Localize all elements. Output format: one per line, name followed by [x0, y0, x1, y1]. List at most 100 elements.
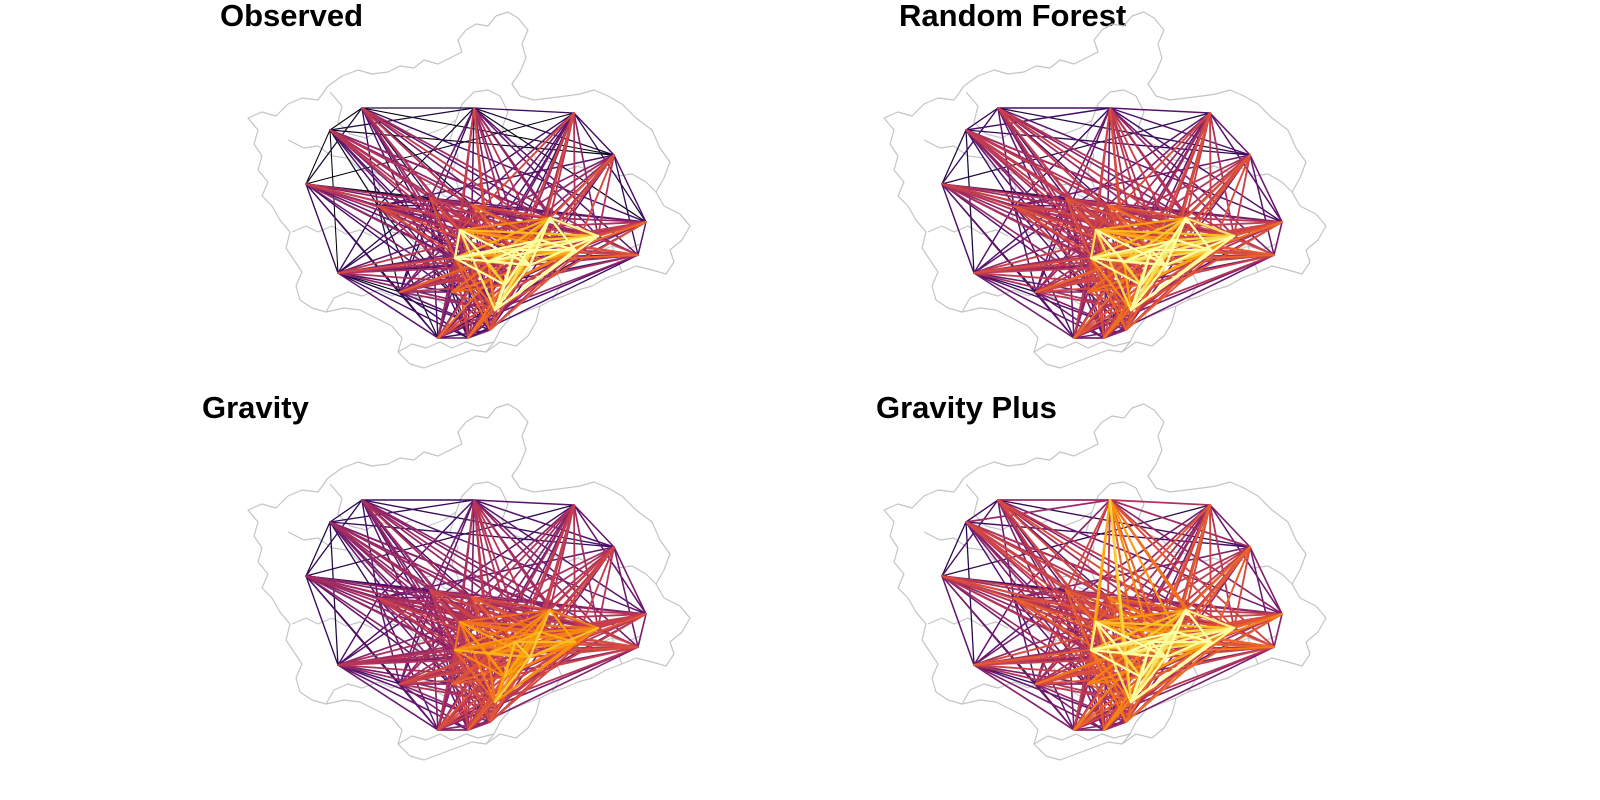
flow-line	[377, 107, 475, 207]
flow-line	[305, 575, 339, 666]
flow-line	[305, 107, 363, 185]
flow-line	[1094, 608, 1188, 624]
flow-line	[473, 499, 575, 506]
flow-line	[453, 256, 507, 287]
flow-line	[1013, 597, 1132, 703]
flow-line	[1090, 112, 1211, 259]
flow-line	[466, 283, 507, 340]
flow-line	[451, 257, 456, 293]
flow-line	[1122, 260, 1143, 287]
flow-line	[1139, 640, 1213, 679]
flow-line	[1129, 675, 1143, 704]
flow-line	[613, 546, 639, 648]
flow-line	[399, 649, 456, 685]
flow-line	[453, 234, 600, 260]
flow-line	[1129, 640, 1213, 704]
flow-line	[1089, 256, 1143, 287]
flow-line	[503, 608, 552, 679]
flow-line	[538, 626, 600, 634]
flow-line	[329, 521, 339, 666]
flow-line	[941, 499, 999, 577]
flow-line	[459, 112, 575, 231]
flow-line	[453, 648, 532, 659]
flow-line	[473, 107, 575, 114]
flow-line	[941, 521, 967, 577]
flow-line	[1130, 221, 1283, 311]
flow-line	[941, 183, 1187, 219]
flow-line	[973, 664, 1075, 731]
flow-line	[1095, 112, 1211, 231]
flow-line	[965, 129, 975, 274]
flow-line	[1073, 721, 1127, 731]
flow-line	[467, 721, 491, 731]
flow-line	[574, 546, 615, 643]
flow-line	[1184, 545, 1252, 612]
flow-line	[1184, 608, 1213, 644]
flow-line	[377, 597, 496, 703]
flow-line	[1107, 499, 1111, 598]
flow-line	[1094, 216, 1188, 232]
flow-line	[973, 504, 1211, 666]
flow-line	[1103, 329, 1127, 339]
flow-line	[329, 107, 475, 131]
flow-line	[453, 620, 462, 652]
flow-lines	[305, 107, 648, 340]
flow-line	[437, 721, 491, 731]
flow-line	[429, 589, 456, 651]
flow-line	[453, 228, 462, 260]
flow-line	[1184, 608, 1236, 630]
flow-line	[1209, 112, 1251, 156]
panel-gravity-plus: Gravity Plus	[876, 390, 1327, 761]
flow-line	[965, 521, 1092, 651]
flow-line	[1090, 504, 1211, 651]
flow-line	[1065, 197, 1092, 259]
flow-line	[548, 216, 577, 252]
flow-line	[361, 499, 647, 615]
flow-line	[1122, 608, 1188, 656]
flow-line	[1090, 107, 1111, 259]
flow-line	[973, 272, 1089, 293]
flow-line	[454, 107, 475, 259]
flow-line	[493, 263, 532, 312]
flow-line	[471, 596, 516, 643]
flow-line	[329, 499, 363, 523]
flow-line	[1087, 649, 1092, 685]
flow-line	[458, 620, 532, 659]
flow-line	[1273, 221, 1283, 256]
panel-gravity: Gravity	[202, 390, 691, 761]
flow-line	[503, 248, 517, 287]
flow-line	[458, 608, 552, 624]
flow-line	[965, 107, 999, 131]
flow-line	[305, 504, 575, 577]
flow-line	[941, 504, 1211, 577]
flow-line	[503, 655, 532, 679]
flow-line	[1184, 216, 1213, 252]
flow-line	[997, 107, 1187, 219]
flow-line	[451, 683, 496, 703]
flow-line	[467, 641, 516, 731]
flow-line	[329, 129, 339, 274]
flow-line	[1103, 641, 1152, 731]
flow-line	[377, 205, 506, 286]
flow-line	[1065, 197, 1152, 251]
flow-line	[573, 112, 647, 223]
flow-line	[503, 248, 577, 287]
flow-line	[399, 683, 439, 731]
flow-line	[305, 499, 363, 577]
flow-line	[1013, 205, 1132, 311]
flow-line	[941, 575, 1177, 633]
flow-line	[329, 521, 456, 651]
flow-line	[1089, 620, 1098, 652]
flow-line	[1139, 608, 1188, 679]
flow-line	[1273, 613, 1283, 648]
flow-line	[1122, 260, 1133, 312]
flow-line	[573, 112, 615, 156]
flow-line	[1089, 256, 1168, 267]
flow-line	[941, 183, 1177, 241]
flow-line	[361, 107, 647, 223]
flow-line	[1106, 595, 1153, 644]
flow-lines	[305, 499, 647, 732]
flow-line	[1064, 588, 1093, 652]
flow-line	[1124, 626, 1236, 724]
flow-line	[451, 649, 456, 685]
